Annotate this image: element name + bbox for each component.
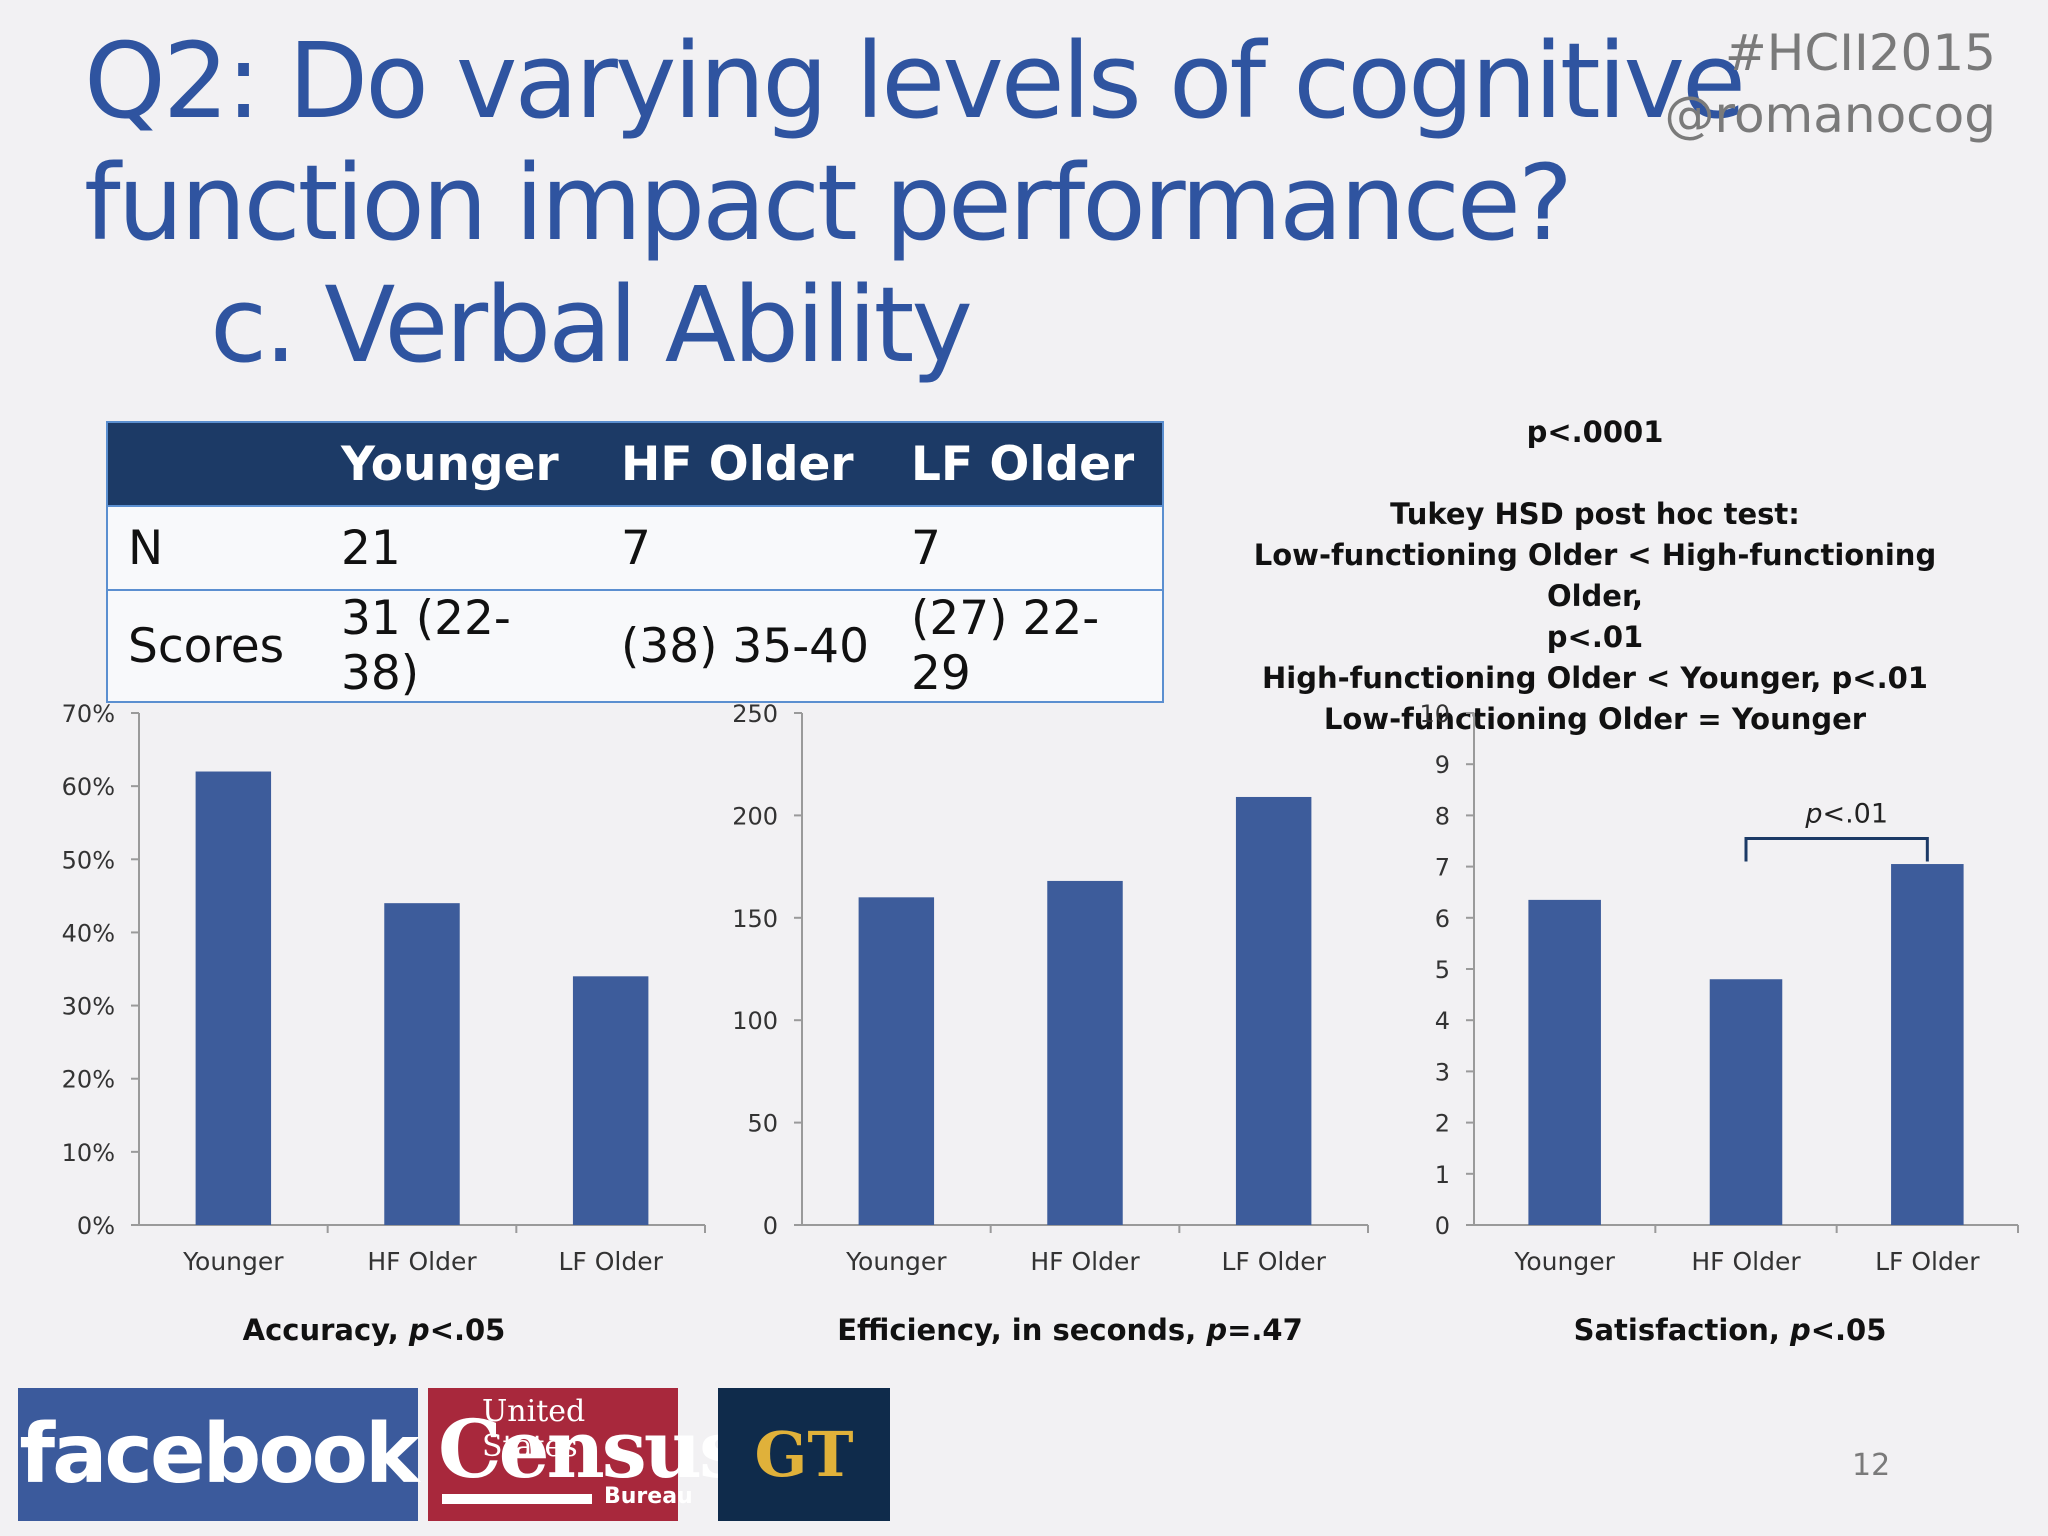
x-tick-label: Younger	[845, 1247, 947, 1276]
bar	[1891, 864, 1964, 1225]
bar-charts: 0% 10% 20% 30% 40% 50% 60% 70% Younger HF Older LF…	[62, 700, 2019, 1347]
social-tags: #HCII2015 @romanocog	[1665, 22, 1997, 146]
y-tick-label: 1	[1435, 1161, 1450, 1189]
y-tick-label: 60%	[62, 773, 115, 801]
x-tick-label: LF Older	[558, 1247, 663, 1276]
census-logo-bar	[442, 1494, 592, 1504]
chart-title: Accuracy, p<.05	[243, 1313, 506, 1347]
table-cell: Scores	[107, 589, 321, 702]
chart-title: Satisfaction, p<.05	[1574, 1313, 1887, 1347]
table-header-cell	[107, 422, 321, 506]
census-logo-top: United States	[482, 1394, 586, 1464]
participant-table: Younger HF Older LF Older N 21 7 7 Score…	[106, 421, 1164, 703]
y-tick-label: 200	[732, 802, 778, 830]
anova-p-value: p<.0001	[1526, 415, 1664, 449]
y-tick-label: 2	[1435, 1110, 1450, 1138]
bar	[858, 897, 935, 1225]
post-hoc-title: Tukey HSD post hoc test:	[1390, 497, 1800, 531]
census-logo-bottom: Bureau	[604, 1484, 693, 1509]
table-cell: 7	[891, 505, 1163, 590]
title-line-2: function impact performance?	[84, 142, 1573, 264]
y-tick-label: 250	[732, 700, 778, 728]
x-tick-label: Younger	[182, 1247, 284, 1276]
significance-label: p<.01	[1804, 798, 1888, 829]
y-tick-label: 7	[1435, 854, 1450, 882]
x-tick-label: HF Older	[1030, 1247, 1140, 1276]
y-tick-label: 8	[1435, 802, 1450, 830]
table-row: N 21 7 7	[107, 505, 1163, 590]
table-cell: (38) 35-40	[601, 589, 891, 702]
title-line-1: Q2: Do varying levels of cognitive	[84, 20, 1746, 142]
x-tick-label: Younger	[1513, 1247, 1615, 1276]
y-tick-label: 150	[732, 905, 778, 933]
twitter-handle: @romanocog	[1664, 86, 1997, 144]
table-header-cell: HF Older	[601, 422, 891, 506]
table-header-cell: LF Older	[891, 422, 1163, 506]
bar	[1528, 899, 1601, 1225]
bar	[1047, 880, 1123, 1225]
table-header-row: Younger HF Older LF Older	[107, 422, 1163, 506]
x-tick-label: LF Older	[1221, 1247, 1326, 1276]
post-hoc-line: High-functioning Older < Younger, p<.01	[1262, 661, 1928, 695]
y-tick-label: 10	[1419, 700, 1450, 728]
slide-number: 12	[1852, 1448, 1891, 1483]
y-tick-label: 50	[747, 1110, 778, 1138]
x-tick-label: LF Older	[1875, 1247, 1980, 1276]
table-cell: 7	[601, 505, 891, 590]
y-tick-label: 70%	[62, 700, 115, 728]
table-cell: (27) 22-29	[891, 589, 1163, 702]
table-cell: N	[107, 505, 321, 590]
slide-title: Q2: Do varying levels of cognitive funct…	[84, 20, 1746, 386]
bar	[1235, 796, 1312, 1225]
y-tick-label: 4	[1435, 1007, 1450, 1035]
post-hoc-line: p<.01	[1546, 620, 1644, 654]
georgia-tech-logo: GT	[718, 1388, 890, 1521]
y-tick-label: 40%	[62, 919, 115, 947]
post-hoc-line: Low-functioning Older < High-functioning…	[1253, 538, 1937, 613]
stats-note: p<.0001 Tukey HSD post hoc test: Low-fun…	[1240, 412, 1950, 740]
y-tick-label: 6	[1435, 905, 1450, 933]
hashtag: #HCII2015	[1724, 24, 1996, 82]
x-tick-label: HF Older	[1691, 1247, 1801, 1276]
chart-title: Efficiency, in seconds, p=.47	[837, 1313, 1303, 1347]
bar	[384, 903, 460, 1225]
post-hoc-line: Low-functioning Older = Younger	[1323, 702, 1867, 736]
y-tick-label: 0	[1435, 1212, 1450, 1240]
y-tick-label: 100	[732, 1007, 778, 1035]
bar	[1709, 979, 1783, 1225]
y-tick-label: 3	[1435, 1058, 1450, 1086]
y-tick-label: 30%	[62, 993, 115, 1021]
table-cell: 31 (22-38)	[321, 589, 601, 702]
table-row: Scores 31 (22-38) (38) 35-40 (27) 22-29	[107, 589, 1163, 702]
census-logo-main: Census	[438, 1402, 744, 1496]
slide-subtitle: c. Verbal Ability	[210, 264, 973, 386]
significance-bracket	[1744, 836, 1929, 862]
y-tick-label: 0	[763, 1212, 778, 1240]
bar	[195, 771, 272, 1225]
y-tick-label: 9	[1435, 751, 1450, 779]
facebook-logo: facebook	[18, 1388, 420, 1521]
y-tick-label: 10%	[62, 1139, 115, 1167]
y-tick-label: 50%	[62, 846, 115, 874]
table-cell: 21	[321, 505, 601, 590]
census-logo: United States Census Bureau	[428, 1388, 744, 1521]
x-tick-label: HF Older	[367, 1247, 477, 1276]
y-tick-label: 20%	[62, 1066, 115, 1094]
table-header-cell: Younger	[321, 422, 601, 506]
bar	[572, 976, 649, 1225]
y-tick-label: 0%	[77, 1212, 115, 1240]
y-tick-label: 5	[1435, 956, 1450, 984]
